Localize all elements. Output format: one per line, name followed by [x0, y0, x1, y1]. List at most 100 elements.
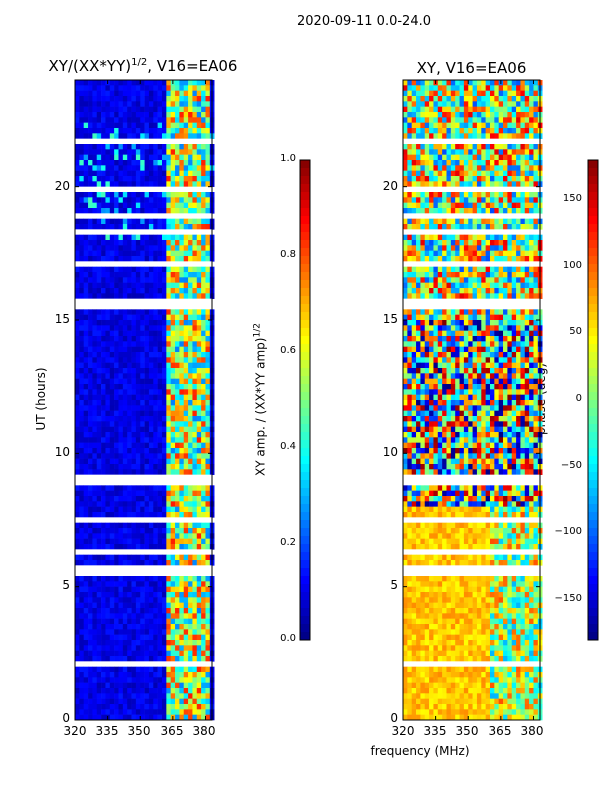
heatmap-cell [109, 602, 115, 609]
heatmap-cell [503, 320, 508, 326]
heatmap-cell [144, 501, 150, 507]
heatmap-cell [175, 416, 180, 422]
heatmap-cell [494, 272, 499, 278]
heatmap-cell [122, 560, 128, 566]
heatmap-cell [153, 330, 158, 337]
heatmap-cell [192, 442, 198, 449]
heatmap-cell [494, 85, 499, 91]
heatmap-cell [442, 202, 447, 209]
heatmap-cell [92, 421, 98, 427]
heatmap-cell [468, 165, 473, 171]
heatmap-cell [205, 101, 211, 107]
heatmap-cell [498, 245, 504, 251]
heatmap-cell [127, 528, 132, 534]
heatmap-cell [201, 458, 206, 465]
heatmap-cell [420, 277, 426, 283]
heatmap-cell [533, 106, 539, 113]
heatmap-cell [416, 160, 421, 166]
heatmap-cell [179, 341, 185, 347]
heatmap-cell [148, 416, 154, 422]
heatmap-cell [96, 85, 102, 91]
heatmap-cell [205, 154, 211, 161]
heatmap-cell [144, 106, 150, 113]
flagged-row [403, 304, 540, 310]
heatmap-cell [183, 314, 189, 321]
heatmap-cell [420, 282, 426, 289]
heatmap-cell [433, 245, 439, 251]
heatmap-cell [157, 421, 163, 427]
heatmap-cell [105, 112, 111, 118]
heatmap-cell [127, 218, 132, 225]
heatmap-cell [109, 85, 115, 91]
heatmap-cell [96, 469, 102, 475]
heatmap-cell [135, 442, 141, 449]
heatmap-cell [105, 160, 111, 166]
heatmap-cell [494, 149, 499, 155]
heatmap-cell [183, 133, 189, 139]
heatmap-cell [79, 170, 84, 177]
heatmap-cell [114, 181, 119, 187]
heatmap-cell [403, 282, 408, 289]
heatmap-cell [188, 378, 193, 385]
heatmap-cell [437, 309, 443, 315]
heatmap-cell [79, 256, 84, 262]
heatmap-cell [463, 80, 469, 86]
heatmap-cell [175, 341, 180, 347]
heatmap-cell [109, 117, 115, 123]
heatmap-cell [179, 224, 185, 230]
left-xtick-label: 335 [95, 724, 119, 738]
heatmap-cell [118, 458, 124, 465]
heatmap-cell [131, 357, 137, 363]
heatmap-cell [429, 357, 434, 363]
heatmap-cell [175, 421, 180, 427]
heatmap-cell [192, 576, 198, 582]
heatmap-cell [179, 314, 185, 321]
heatmap-cell [196, 533, 202, 539]
heatmap-cell [494, 266, 499, 273]
heatmap-cell [101, 432, 106, 438]
heatmap-cell [83, 602, 89, 609]
heatmap-cell [183, 656, 189, 662]
heatmap-cell [135, 160, 141, 166]
heatmap-cell [101, 576, 106, 582]
heatmap-cell [411, 101, 417, 107]
heatmap-cell [170, 528, 176, 534]
heatmap-cell [481, 341, 486, 347]
heatmap-cell [83, 218, 89, 225]
heatmap-cell [170, 250, 176, 257]
heatmap-cell [494, 160, 499, 166]
heatmap-cell [144, 496, 150, 502]
heatmap-cell [205, 293, 211, 299]
heatmap-cell [109, 613, 115, 619]
heatmap-cell [157, 618, 163, 625]
heatmap-cell [196, 629, 202, 635]
heatmap-cell [485, 90, 491, 97]
heatmap-cell [75, 352, 80, 358]
heatmap-cell [105, 512, 111, 518]
heatmap-cell [403, 272, 408, 278]
heatmap-cell [122, 416, 128, 422]
heatmap-cell [148, 592, 154, 598]
heatmap-cell [188, 581, 193, 587]
heatmap-cell [92, 640, 98, 646]
heatmap-cell [101, 629, 106, 635]
heatmap-cell [416, 277, 421, 283]
heatmap-cell [455, 128, 460, 134]
heatmap-cell [450, 288, 456, 294]
heatmap-cell [420, 325, 426, 331]
heatmap-cell [101, 698, 106, 705]
heatmap-cell [420, 224, 426, 230]
heatmap-cell [131, 309, 137, 315]
heatmap-cell [109, 576, 115, 582]
heatmap-cell [472, 245, 478, 251]
heatmap-cell [437, 224, 443, 230]
heatmap-cell [498, 277, 504, 283]
heatmap-cell [179, 293, 185, 299]
heatmap-cell [411, 277, 417, 283]
heatmap-cell [429, 346, 434, 353]
heatmap-cell [140, 421, 145, 427]
heatmap-cell [127, 90, 132, 97]
heatmap-cell [135, 117, 141, 123]
heatmap-cell [161, 432, 167, 438]
heatmap-cell [140, 234, 145, 241]
